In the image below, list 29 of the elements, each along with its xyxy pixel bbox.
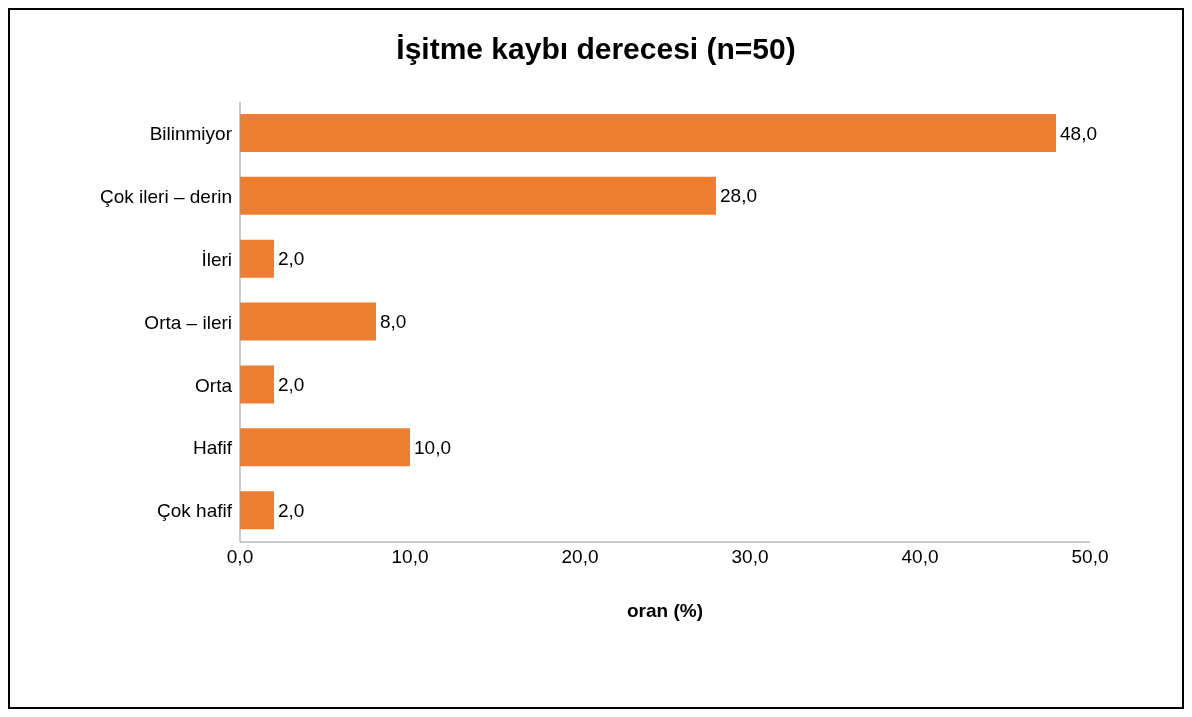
x-tick-label: 50,0 [1071,546,1109,568]
y-tick-label: Orta – ileri [144,311,232,333]
x-tick-label: 0,0 [226,546,254,568]
x-tick-label: 40,0 [901,546,939,568]
bar [240,428,410,467]
data-label: 2,0 [278,248,305,270]
chart-title: İşitme kaybı derecesi (n=50) [395,32,797,67]
x-tick-label: 20,0 [561,546,599,568]
y-tick-label: Çok ileri – derin [100,186,232,208]
x-tick-label: 30,0 [731,546,769,568]
data-label: 2,0 [278,373,305,395]
bar [240,114,1056,152]
data-label: 48,0 [1060,122,1097,144]
bar [240,176,716,215]
bar [240,302,376,341]
x-tick-label: 10,0 [391,546,429,568]
bar [240,365,274,404]
bar [240,491,274,530]
data-label: 28,0 [720,185,757,207]
y-tick-label: Orta [195,374,233,396]
y-tick-label: İleri [201,248,232,270]
data-label: 8,0 [380,311,407,333]
x-axis-title: oran (%) [627,600,703,621]
data-label: 10,0 [414,436,451,458]
y-tick-label: Çok hafif [157,500,233,522]
y-tick-label: Hafif [192,437,233,459]
bar [240,239,274,278]
data-label: 2,0 [278,499,305,521]
y-tick-label: Bilinmiyor [149,123,233,145]
